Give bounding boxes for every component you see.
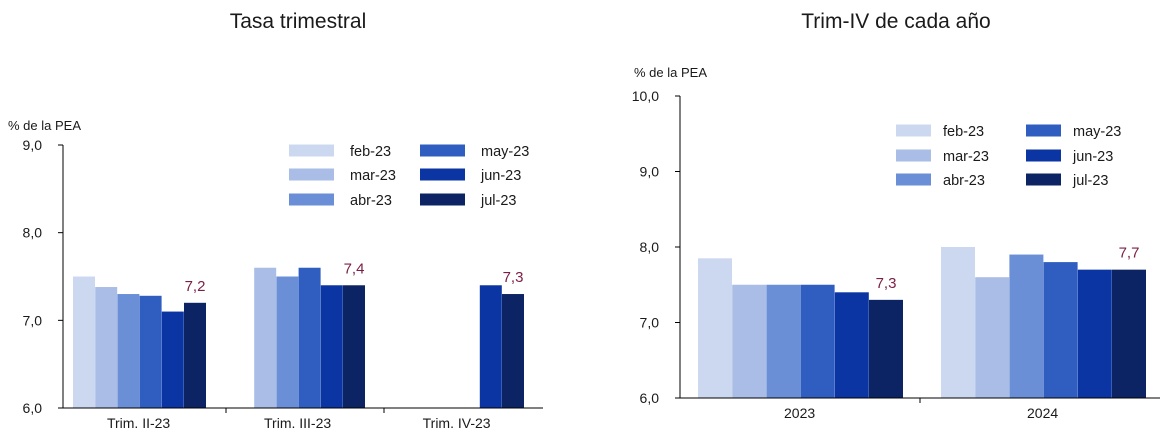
right-legend-swatch-may-23 (1026, 124, 1061, 137)
right-bar-may-23-0 (800, 284, 835, 398)
right-category-label-1: 2024 (1027, 405, 1058, 421)
left-y-tick-label-2: 8,0 (23, 225, 43, 241)
left-legend-label-jun-23: jun-23 (480, 168, 521, 184)
right-y-tick-label-0: 6,0 (640, 390, 660, 406)
left-y-axis-label: % de la PEA (8, 118, 81, 133)
right-legend-swatch-feb-23 (896, 124, 931, 137)
right-y-tick-label-2: 8,0 (640, 239, 660, 255)
left-bar-mar-23-0 (95, 287, 118, 408)
right-legend-label-may-23: may-23 (1073, 124, 1121, 140)
left-y-tick-label-1: 7,0 (23, 312, 43, 328)
left-chart-title: Tasa trimestral (230, 10, 367, 33)
right-legend-label-feb-23: feb-23 (943, 124, 984, 140)
left-legend-swatch-jun-23 (420, 168, 465, 181)
left-legend-swatch-jul-23 (420, 193, 465, 206)
right-chart-title: Trim-IV de cada año (801, 10, 990, 33)
right-bar-jul-23-0 (869, 299, 903, 398)
right-legend-swatch-mar-23 (896, 149, 931, 162)
right-y-axis-label: % de la PEA (634, 65, 707, 80)
left-legend-label-abr-23: abr-23 (350, 193, 392, 209)
right-data-label-1: 7,7 (1119, 245, 1140, 262)
right-chart-plot: 7,3 7,7 6,0 7,0 8,0 9,0 10,0 2023 2024 feb-23 mar-… (632, 88, 1160, 421)
right-bar-mar-23-0 (732, 284, 767, 398)
left-data-label-1: 7,4 (344, 260, 365, 277)
left-bar-jul-23-1 (343, 285, 365, 408)
right-legend-swatch-abr-23 (896, 173, 931, 186)
right-bar-abr-23-0 (766, 284, 801, 398)
left-y-tick-label-3: 9,0 (23, 137, 43, 153)
right-bar-may-23-1 (1043, 262, 1078, 398)
left-bar-feb-23-0 (73, 276, 95, 408)
left-category-label-2: Trim. IV-23 (423, 415, 491, 430)
left-bar-may-23-1 (298, 267, 321, 408)
left-bar-jun-23-0 (161, 311, 184, 408)
left-bar-jun-23-2 (479, 285, 502, 408)
left-y-tick-label-0: 6,0 (23, 400, 43, 416)
left-legend-label-feb-23: feb-23 (350, 144, 391, 160)
left-chart-plot: 7,2 7,4 7,3 6,0 7,0 8,0 9,0 Trim. II-23 Trim. II… (23, 137, 543, 430)
left-bar-may-23-0 (139, 295, 162, 408)
right-category-label-0: 2023 (784, 405, 815, 421)
left-legend-label-jul-23: jul-23 (480, 193, 516, 209)
right-legend-label-jun-23: jun-23 (1072, 149, 1113, 165)
left-bar-abr-23-1 (276, 276, 299, 408)
left-category-label-1: Trim. III-23 (264, 415, 331, 430)
right-y-tick-label-1: 7,0 (640, 315, 660, 331)
right-bar-jun-23-0 (834, 292, 869, 398)
right-bar-jul-23-1 (1112, 269, 1146, 398)
right-legend-label-mar-23: mar-23 (943, 149, 989, 165)
right-bar-jun-23-1 (1077, 269, 1112, 398)
right-legend-swatch-jun-23 (1026, 149, 1061, 162)
left-bar-mar-23-1 (254, 267, 277, 408)
left-data-label-2: 7,3 (503, 269, 524, 286)
left-legend-swatch-abr-23 (289, 193, 334, 206)
left-legend-label-mar-23: mar-23 (350, 168, 396, 184)
right-bar-abr-23-1 (1009, 254, 1044, 398)
right-legend-swatch-jul-23 (1026, 173, 1061, 186)
right-data-label-0: 7,3 (876, 275, 897, 292)
right-y-tick-label-4: 10,0 (632, 88, 659, 104)
left-legend-swatch-mar-23 (289, 168, 334, 181)
right-bar-feb-23-0 (698, 258, 732, 398)
left-bar-jul-23-0 (184, 302, 206, 408)
left-legend-label-may-23: may-23 (481, 144, 529, 160)
right-y-tick-label-3: 9,0 (640, 164, 660, 180)
left-legend-swatch-feb-23 (289, 144, 334, 157)
left-bar-abr-23-0 (117, 294, 140, 408)
left-category-label-0: Trim. II-23 (107, 415, 170, 430)
left-data-label-0: 7,2 (185, 278, 206, 295)
left-bar-jul-23-2 (502, 294, 524, 408)
left-bar-jun-23-1 (320, 285, 343, 408)
right-bar-feb-23-1 (941, 247, 975, 398)
right-legend-label-jul-23: jul-23 (1072, 173, 1108, 189)
right-bar-mar-23-1 (975, 277, 1010, 398)
right-legend-label-abr-23: abr-23 (943, 173, 985, 189)
left-legend-swatch-may-23 (420, 144, 465, 157)
